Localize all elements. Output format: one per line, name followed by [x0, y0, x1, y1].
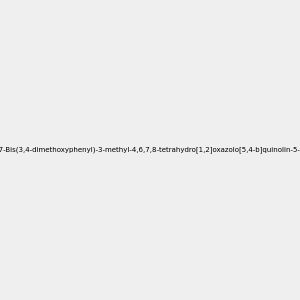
Text: 4,7-Bis(3,4-dimethoxyphenyl)-3-methyl-4,6,7,8-tetrahydro[1,2]oxazolo[5,4-b]quino: 4,7-Bis(3,4-dimethoxyphenyl)-3-methyl-4,… — [0, 147, 300, 153]
